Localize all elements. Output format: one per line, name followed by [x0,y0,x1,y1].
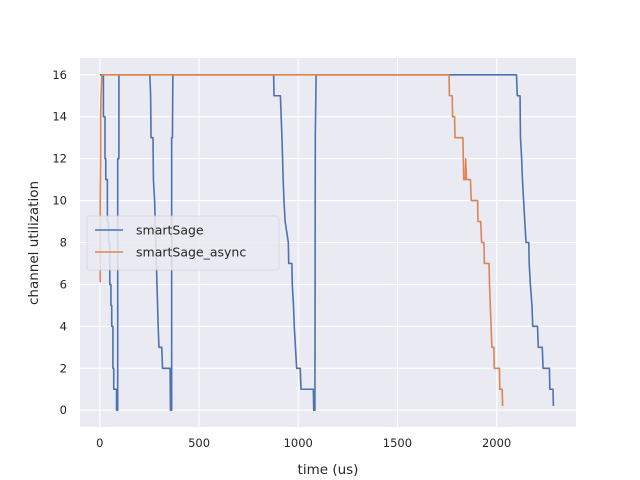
y-axis-label: channel utilization [26,181,42,305]
y-tick-label: 0 [60,403,67,417]
legend-box [86,215,280,271]
y-tick-label: 8 [60,236,67,250]
y-tick-label: 4 [60,319,67,333]
x-tick-label: 1500 [383,436,412,450]
y-tick-label: 2 [60,361,67,375]
x-axis-label: time (us) [298,462,359,478]
x-tick-label: 0 [96,436,103,450]
x-tick-label: 2000 [482,436,511,450]
y-axis-ticks: 0 2 4 6 8 10 12 14 16 [52,68,67,417]
series-line-smartsage-async [99,73,504,407]
x-tick-label: 500 [188,436,210,450]
x-tick-label: 1000 [284,436,313,450]
y-tick-label: 14 [52,110,67,124]
y-tick-label: 12 [52,152,67,166]
x-axis-ticks: 0 500 1000 1500 2000 [96,436,511,450]
legend-label-smartsage: smartSage [136,223,204,238]
legend: smartSage smartSage_async [86,215,280,271]
y-tick-label: 6 [60,277,67,291]
legend-label-smartsage-async: smartSage_async [136,245,246,260]
y-tick-label: 10 [52,194,67,208]
data-series [99,73,555,412]
y-tick-label: 16 [52,68,67,82]
